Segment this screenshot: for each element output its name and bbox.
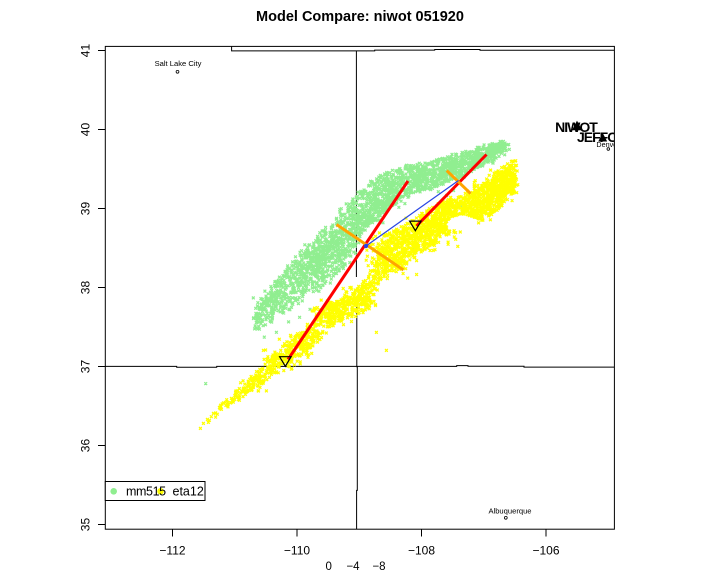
svg-text:mm515: mm515 xyxy=(126,485,166,499)
svg-text:−108: −108 xyxy=(408,544,435,558)
svg-text:39: 39 xyxy=(79,202,93,216)
svg-text:35: 35 xyxy=(79,518,93,532)
svg-text:Albuquerque: Albuquerque xyxy=(488,507,531,516)
svg-text:−8: −8 xyxy=(372,561,385,573)
svg-text:40: 40 xyxy=(79,123,93,137)
svg-text:−110: −110 xyxy=(284,544,310,558)
svg-text:Salt Lake City: Salt Lake City xyxy=(155,59,202,68)
svg-text:−112: −112 xyxy=(159,544,185,558)
svg-text:38: 38 xyxy=(79,281,93,295)
svg-text:Denver: Denver xyxy=(596,140,620,149)
svg-text:37: 37 xyxy=(79,360,93,374)
svg-text:41: 41 xyxy=(79,44,93,58)
svg-text:−4: −4 xyxy=(346,561,360,573)
svg-text:eta12: eta12 xyxy=(173,485,204,499)
svg-text:Model Compare: niwot 051920: Model Compare: niwot 051920 xyxy=(256,9,464,25)
svg-text:36: 36 xyxy=(79,439,93,453)
svg-text:−106: −106 xyxy=(532,544,559,558)
svg-text:0: 0 xyxy=(325,561,331,573)
